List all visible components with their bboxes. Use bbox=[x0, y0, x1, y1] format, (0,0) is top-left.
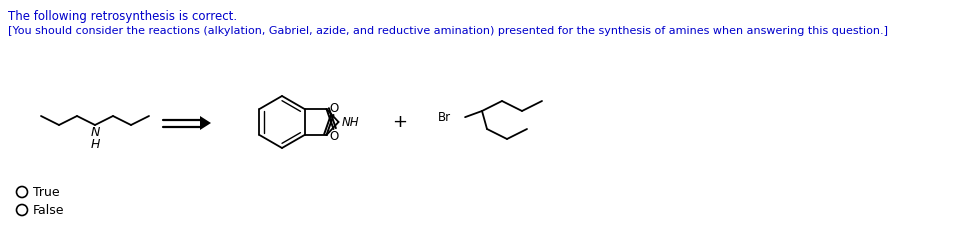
Text: The following retrosynthesis is correct.: The following retrosynthesis is correct. bbox=[8, 10, 237, 23]
Polygon shape bbox=[200, 116, 211, 130]
Text: N: N bbox=[90, 126, 99, 139]
Text: Br: Br bbox=[438, 111, 451, 124]
Text: True: True bbox=[33, 186, 59, 198]
Text: +: + bbox=[393, 113, 407, 131]
Text: O: O bbox=[329, 129, 338, 143]
Text: O: O bbox=[329, 101, 338, 114]
Text: [You should consider the reactions (alkylation, Gabriel, azide, and reductive am: [You should consider the reactions (alky… bbox=[8, 26, 888, 36]
Text: False: False bbox=[33, 204, 64, 217]
Text: H: H bbox=[90, 138, 99, 151]
Text: NH: NH bbox=[341, 115, 359, 129]
